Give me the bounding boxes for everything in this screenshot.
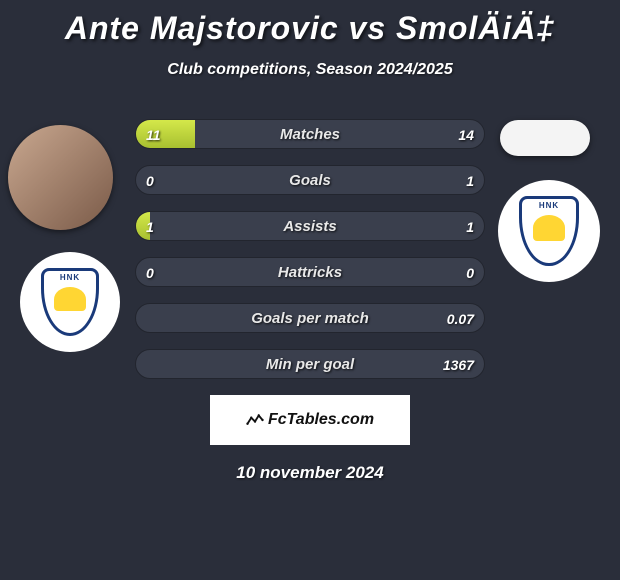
stat-row: Hattricks0 0 [135, 257, 485, 287]
player1-club-badge: HNK [20, 252, 120, 352]
shield-icon: HNK [41, 268, 99, 336]
stat-row: Matches11 14 [135, 119, 485, 149]
stat-right-value: 1367 [443, 350, 474, 378]
stat-right-value: 0.07 [447, 304, 474, 332]
stat-left-value: 11 [146, 120, 161, 148]
stat-right-value: 1 [466, 166, 474, 194]
stat-label: Goals per match [136, 304, 484, 332]
shield-icon: HNK [519, 196, 578, 265]
player2-club-badge: HNK [498, 180, 600, 282]
subtitle: Club competitions, Season 2024/2025 [0, 61, 620, 79]
club-abbr: HNK [60, 273, 80, 282]
stat-row: Assists1 1 [135, 211, 485, 241]
club-abbr: HNK [539, 201, 559, 210]
stat-row: Goals per match0.07 [135, 303, 485, 333]
brand-box: FcTables.com [210, 395, 410, 445]
player2-avatar [500, 120, 590, 156]
stat-label: Hattricks [136, 258, 484, 286]
player1-avatar [8, 125, 113, 230]
stat-left-value: 1 [146, 212, 154, 240]
stat-right-value: 0 [466, 258, 474, 286]
page-title: Ante Majstorovic vs SmolÄiÄ‡ [0, 0, 620, 47]
stat-right-value: 14 [458, 120, 474, 148]
stat-label: Matches [136, 120, 484, 148]
stats-container: Matches1114Goals01Assists11Hattricks00Go… [135, 119, 485, 379]
stat-label: Assists [136, 212, 484, 240]
stat-row: Min per goal1367 [135, 349, 485, 379]
stat-left-value: 0 [146, 258, 154, 286]
stat-right-value: 1 [466, 212, 474, 240]
brand-text: FcTables.com [268, 411, 374, 429]
chart-icon [246, 413, 264, 427]
stat-label: Goals [136, 166, 484, 194]
stat-left-value: 0 [146, 166, 154, 194]
stat-label: Min per goal [136, 350, 484, 378]
date-text: 10 november 2024 [0, 463, 620, 483]
stat-row: Goals0 1 [135, 165, 485, 195]
